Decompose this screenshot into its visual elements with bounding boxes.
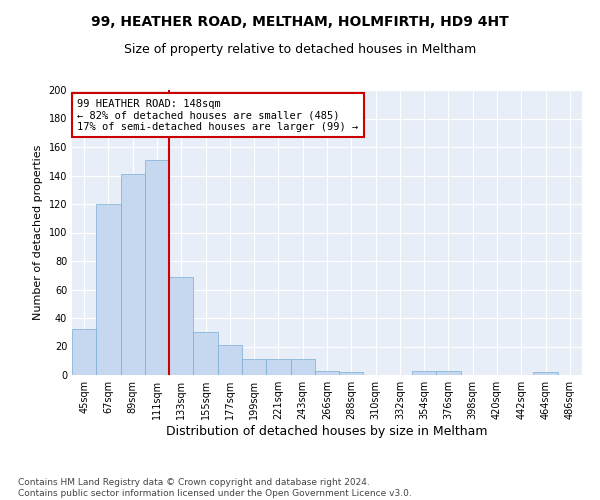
Text: Size of property relative to detached houses in Meltham: Size of property relative to detached ho…: [124, 42, 476, 56]
Bar: [218, 345, 242, 375]
Bar: [412, 370, 436, 375]
Bar: [436, 370, 461, 375]
Bar: [145, 160, 169, 375]
Bar: [72, 330, 96, 375]
Bar: [339, 372, 364, 375]
Text: Contains HM Land Registry data © Crown copyright and database right 2024.
Contai: Contains HM Land Registry data © Crown c…: [18, 478, 412, 498]
Text: 99, HEATHER ROAD, MELTHAM, HOLMFIRTH, HD9 4HT: 99, HEATHER ROAD, MELTHAM, HOLMFIRTH, HD…: [91, 15, 509, 29]
Bar: [121, 174, 145, 375]
Bar: [96, 204, 121, 375]
Bar: [315, 370, 339, 375]
X-axis label: Distribution of detached houses by size in Meltham: Distribution of detached houses by size …: [166, 425, 488, 438]
Bar: [242, 360, 266, 375]
Bar: [533, 372, 558, 375]
Text: 99 HEATHER ROAD: 148sqm
← 82% of detached houses are smaller (485)
17% of semi-d: 99 HEATHER ROAD: 148sqm ← 82% of detache…: [77, 98, 358, 132]
Bar: [266, 360, 290, 375]
Bar: [169, 276, 193, 375]
Y-axis label: Number of detached properties: Number of detached properties: [33, 145, 43, 320]
Bar: [290, 360, 315, 375]
Bar: [193, 332, 218, 375]
